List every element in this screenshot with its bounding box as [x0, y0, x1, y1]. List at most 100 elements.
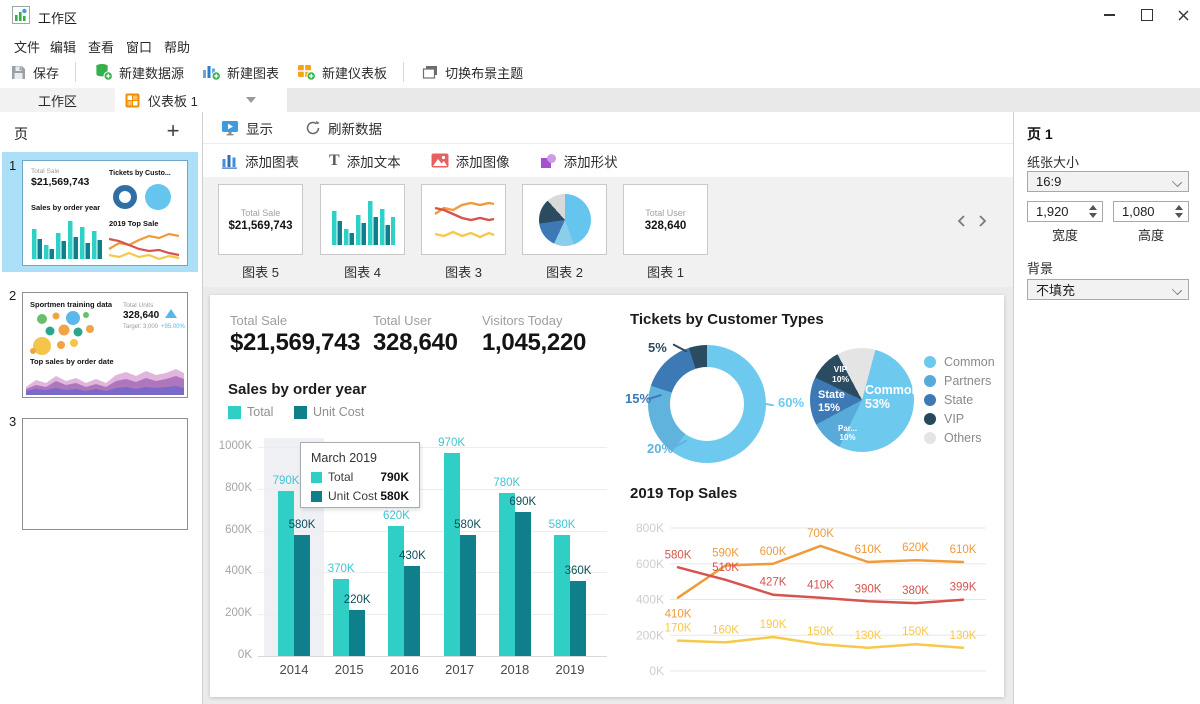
width-stepper[interactable]: 1,920 [1027, 201, 1103, 222]
menu-file[interactable]: 文件 [14, 40, 41, 55]
bar-total-2016[interactable] [388, 526, 405, 656]
pie-legend-item-partners[interactable]: Partners [924, 374, 991, 388]
bar-total-2018[interactable] [498, 492, 515, 656]
bar-unit-cost-2018[interactable] [514, 511, 531, 656]
gallery-scroll-left-icon[interactable] [955, 213, 969, 229]
add-image-label: 添加图像 [455, 154, 510, 170]
paper-size-select[interactable]: 16:9 [1027, 171, 1189, 192]
chart-add-icon [202, 63, 221, 81]
pie-legend-item-others[interactable]: Others [924, 431, 982, 445]
bar-total-2019[interactable] [554, 534, 570, 656]
height-stepper[interactable]: 1,080 [1113, 201, 1189, 222]
new-chart-button[interactable]: 新建图表 [194, 59, 287, 86]
add-text-icon: T [329, 151, 340, 169]
add-chart-button[interactable]: 添加图表 [213, 147, 307, 175]
gallery-card-chart-1[interactable]: Total User 328,640 [623, 184, 708, 255]
thumb-delta-label: +95.00% [161, 324, 185, 330]
dashboard-page[interactable]: Total Sale $21,569,743 Total User 328,64… [210, 295, 1004, 697]
database-add-icon [94, 63, 113, 81]
thumb-bar-title: Sales by order year [31, 203, 101, 212]
new-dashboard-button[interactable]: 新建仪表板 [289, 59, 395, 86]
kpi-total-user-value: 328,640 [373, 329, 458, 356]
stepper-arrows-icon[interactable] [1089, 205, 1097, 218]
tooltip-series-name: Unit Cost [328, 489, 378, 503]
show-label: 显示 [246, 121, 273, 137]
line-value-label: 700K [807, 528, 834, 540]
refresh-data-button[interactable]: 刷新数据 [297, 114, 390, 142]
bar-total-2017[interactable] [443, 453, 460, 656]
tab-dropdown-caret-icon[interactable] [245, 97, 256, 103]
bar-legend-total[interactable]: Total [228, 405, 273, 419]
toolbar-separator [403, 62, 405, 82]
add-text-button[interactable]: T 添加文本 [321, 147, 409, 175]
menu-help[interactable]: 帮助 [164, 40, 191, 55]
x-axis-label: 2018 [500, 662, 530, 677]
line-chart-plot[interactable]: 0K 200K 400K 600K 800K 410K 590K 600K 700K 610K 62… [630, 500, 1004, 695]
gallery-caption: 图表 3 [445, 265, 482, 280]
y-axis-label: 400K [636, 593, 664, 607]
tooltip-row: Total 790K [311, 470, 409, 484]
kpi-total-user-label: Total User [373, 313, 432, 328]
legend-dot [924, 356, 936, 368]
bar-unit-cost-2016[interactable] [404, 566, 421, 656]
pie-legend-item-vip[interactable]: VIP [924, 412, 964, 426]
line-value-label: 610K [855, 544, 882, 556]
chart-tooltip: March 2019 Total 790K Unit Cost 580K [300, 442, 420, 508]
add-shape-button[interactable]: 添加形状 [532, 147, 626, 175]
tab-workspace[interactable]: 工作区 [0, 88, 116, 112]
bar-unit-cost-2017[interactable] [459, 534, 476, 656]
switch-theme-button[interactable]: 切换布景主题 [414, 59, 531, 86]
stepper-arrows-icon[interactable] [1175, 205, 1183, 218]
page-thumbnail-2[interactable]: 2 Sportmen training data Total Units 328… [2, 284, 198, 402]
gallery-caption: 图表 1 [647, 265, 684, 280]
bar-chart-title: Sales by order year [228, 381, 367, 398]
bar-total-2015[interactable] [333, 578, 350, 656]
bar-total-2014[interactable] [278, 490, 294, 656]
close-button[interactable] [1164, 0, 1200, 30]
bar-unit-cost-2015[interactable] [349, 610, 366, 656]
page-thumbnail-1[interactable]: 1 Total Sale $21,569,743 Tickets by Cust… [2, 152, 198, 272]
pie-legend-item-common[interactable]: Common [924, 355, 995, 369]
line-value-label: 580K [665, 549, 692, 561]
gallery-card-chart-5[interactable]: Total Sale $21,569,743 [218, 184, 303, 255]
bar-chart-plot[interactable]: March 2019 Total 790K Unit Cost 580K 0K 2… [210, 430, 622, 685]
app-icon [12, 6, 30, 24]
gallery-card-chart-4[interactable] [320, 184, 405, 255]
y-axis-label: 0K [237, 649, 252, 661]
gallery-scroll-right-icon[interactable] [975, 213, 989, 229]
legend-swatch [294, 405, 307, 419]
preview-toolbar: 显示 刷新数据 [203, 112, 1013, 144]
maximize-button[interactable] [1128, 0, 1166, 30]
y-axis-label: 200K [636, 628, 664, 642]
line-value-label: 380K [902, 585, 929, 597]
donut-chart[interactable] [648, 345, 766, 463]
legend-dot [924, 394, 936, 406]
new-datasource-button[interactable]: 新建数据源 [86, 59, 192, 86]
line-value-label: 410K [807, 580, 834, 592]
tab-dashboard-1[interactable]: 仪表板 1 [115, 88, 287, 112]
menu-view[interactable]: 查看 [88, 40, 115, 55]
add-image-button[interactable]: 添加图像 [423, 147, 518, 175]
add-page-button[interactable]: + [166, 118, 180, 143]
tooltip-swatch [311, 490, 322, 502]
x-axis-label: 2014 [279, 662, 309, 677]
gallery-card-chart-2[interactable] [522, 184, 607, 255]
minimize-button[interactable] [1090, 0, 1128, 30]
menu-edit[interactable]: 编辑 [50, 40, 77, 55]
theme-icon [422, 64, 439, 80]
pie-chart[interactable] [810, 348, 914, 452]
gallery-card-chart-3[interactable] [421, 184, 506, 255]
bar-unit-cost-2014[interactable] [294, 534, 310, 656]
background-select[interactable]: 不填充 [1027, 279, 1189, 300]
page-thumbnail-3[interactable]: 3 [2, 410, 198, 534]
bar-legend-unit-cost[interactable]: Unit Cost [294, 405, 364, 419]
y-axis-label: 200K [225, 607, 252, 620]
show-button[interactable]: 显示 [213, 114, 281, 142]
gallery-bar-mini [331, 200, 395, 245]
thumb-line-title: 2019 Top Sale [109, 219, 159, 228]
pie-legend-item-state[interactable]: State [924, 393, 973, 407]
save-button[interactable]: 保存 [2, 59, 67, 86]
line-series-yellow [676, 635, 965, 650]
bar-unit-cost-2019[interactable] [570, 580, 586, 656]
menu-window[interactable]: 窗口 [126, 40, 153, 55]
